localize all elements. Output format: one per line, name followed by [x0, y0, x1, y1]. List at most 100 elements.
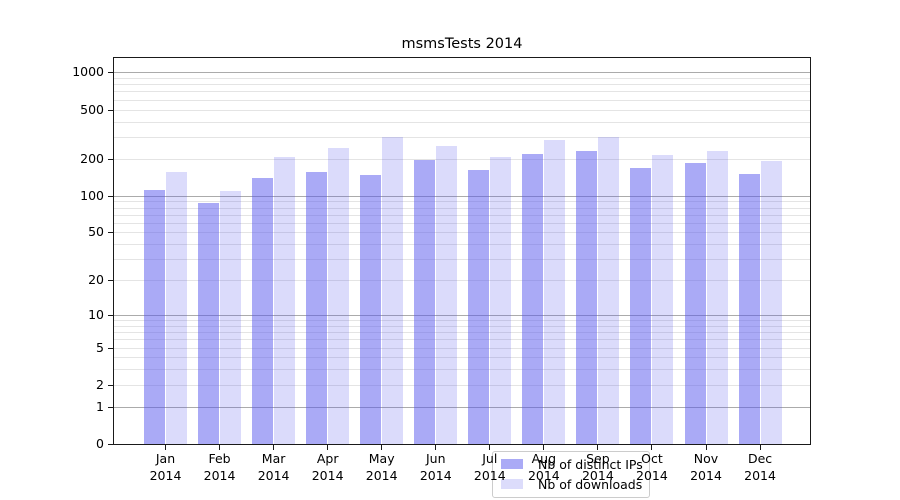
- x-tick-mark: [651, 445, 653, 450]
- x-tick-label-jun: Jun 2014: [419, 451, 452, 483]
- bar-feb-ips: [198, 203, 220, 444]
- x-tick-label-oct: Oct 2014: [636, 451, 668, 483]
- bar-apr-ips: [306, 172, 328, 444]
- legend-swatch-ips: [501, 458, 523, 470]
- y-tick-mark: [108, 232, 113, 233]
- major-gridline: [114, 195, 810, 197]
- x-tick-mark: [759, 445, 761, 450]
- y-tick-label: 1000: [72, 64, 104, 79]
- bar-nov-downloads: [706, 150, 728, 444]
- major-gridline: [114, 406, 810, 408]
- bar-apr-downloads: [328, 147, 350, 444]
- x-tick-mark: [597, 445, 599, 450]
- y-tick-mark: [108, 159, 113, 160]
- x-tick-mark: [543, 445, 545, 450]
- y-tick-label: 500: [80, 102, 104, 117]
- x-tick-mark: [489, 445, 491, 450]
- bar-mar-downloads: [274, 156, 296, 444]
- bar-oct-ips: [630, 167, 652, 444]
- minor-gridline: [114, 279, 810, 281]
- minor-gridline: [114, 136, 810, 138]
- y-tick-label: 100: [80, 188, 104, 203]
- minor-gridline: [114, 158, 810, 160]
- x-tick-label-dec: Dec 2014: [744, 451, 776, 483]
- y-tick-label: 2: [96, 377, 104, 392]
- minor-gridline: [114, 121, 810, 123]
- bar-nov-ips: [684, 162, 706, 444]
- x-tick-label-jul: Jul 2014: [473, 451, 506, 483]
- minor-gridline: [114, 319, 810, 321]
- y-tick-label: 50: [88, 224, 104, 239]
- minor-gridline: [114, 90, 810, 92]
- minor-gridline: [114, 325, 810, 327]
- y-tick-mark: [108, 407, 113, 408]
- major-gridline: [114, 314, 810, 316]
- y-tick-label: 10: [88, 307, 104, 322]
- minor-gridline: [114, 243, 810, 245]
- minor-gridline: [114, 77, 810, 79]
- legend-swatch-downloads: [501, 478, 523, 490]
- bar-sep-ips: [576, 150, 598, 444]
- legend-row: Nb of downloads: [501, 476, 643, 492]
- major-gridline: [114, 71, 810, 73]
- bar-jun-downloads: [436, 145, 458, 444]
- x-tick-mark: [327, 445, 329, 450]
- y-tick-label: 1: [96, 399, 104, 414]
- bar-jan-downloads: [166, 172, 187, 444]
- minor-gridline: [114, 231, 810, 233]
- plot-area: Nb of distinct IPs Nb of downloads: [113, 57, 811, 498]
- bar-jul-downloads: [490, 156, 512, 444]
- x-tick-label-apr: Apr 2014: [311, 451, 344, 483]
- minor-gridline: [114, 109, 810, 111]
- x-tick-label-nov: Nov 2014: [690, 451, 722, 483]
- bar-jun-ips: [414, 159, 436, 444]
- bar-dec-downloads: [760, 161, 782, 444]
- minor-gridline: [114, 214, 810, 216]
- y-tick-mark: [108, 110, 113, 111]
- bar-oct-downloads: [652, 154, 674, 444]
- x-tick-label-jan: Jan 2014: [149, 451, 182, 483]
- minor-gridline: [114, 384, 810, 386]
- y-tick-label: 200: [80, 151, 104, 166]
- bar-aug-ips: [522, 154, 544, 444]
- y-tick-label: 5: [96, 340, 104, 355]
- bar-may-downloads: [382, 137, 404, 444]
- bar-aug-downloads: [544, 139, 566, 444]
- legend: Nb of distinct IPs Nb of downloads: [492, 451, 650, 498]
- bar-may-ips: [360, 174, 382, 444]
- legend-label: Nb of downloads: [538, 476, 643, 492]
- bar-feb-downloads: [220, 190, 242, 444]
- minor-gridline: [114, 258, 810, 260]
- minor-gridline: [114, 200, 810, 202]
- minor-gridline: [114, 331, 810, 333]
- minor-gridline: [114, 83, 810, 85]
- minor-gridline: [114, 99, 810, 101]
- x-tick-mark: [705, 445, 707, 450]
- x-tick-mark: [165, 445, 166, 450]
- y-tick-mark: [108, 385, 113, 386]
- bar-jul-ips: [468, 170, 490, 444]
- y-tick-mark: [108, 348, 113, 349]
- x-tick-mark: [219, 445, 221, 450]
- x-tick-label-mar: Mar 2014: [257, 451, 290, 483]
- y-tick-label: 20: [88, 272, 104, 287]
- bar-dec-ips: [738, 174, 760, 444]
- bar-sep-downloads: [598, 137, 620, 444]
- minor-gridline: [114, 368, 810, 370]
- x-tick-label-may: May 2014: [365, 451, 398, 483]
- x-tick-mark: [381, 445, 383, 450]
- y-tick-mark: [108, 315, 113, 316]
- minor-gridline: [114, 347, 810, 349]
- y-tick-mark: [108, 444, 113, 445]
- chart-title: msmsTests 2014: [401, 36, 523, 52]
- x-tick-label-feb: Feb 2014: [203, 451, 236, 483]
- bar-jan-ips: [144, 189, 165, 444]
- y-tick-mark: [108, 196, 113, 197]
- y-tick-mark: [108, 72, 113, 73]
- legend-label: Nb of distinct IPs: [538, 456, 643, 472]
- bar-mar-ips: [252, 177, 274, 444]
- y-tick-mark: [108, 280, 113, 281]
- x-tick-mark: [273, 445, 275, 450]
- x-tick-mark: [435, 445, 437, 450]
